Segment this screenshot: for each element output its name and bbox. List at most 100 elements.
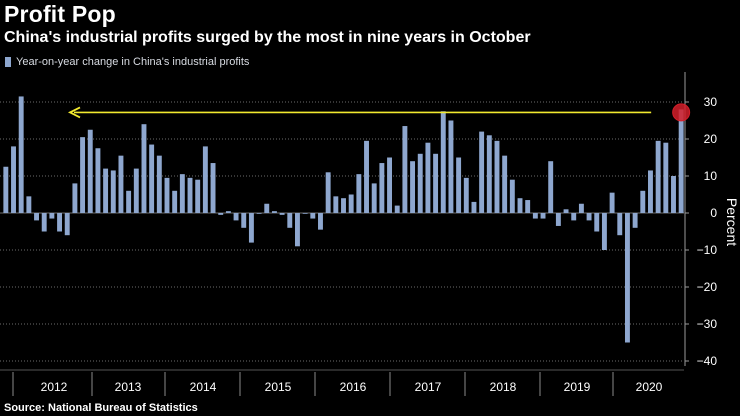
bar [471,201,477,213]
bar [118,155,124,213]
x-tick-label: 2017 [415,380,442,394]
bar [233,213,239,221]
bar [387,157,393,213]
bar [540,213,546,219]
bar [87,129,93,213]
bar [95,148,101,213]
bar [294,213,300,247]
bar [486,135,492,213]
y-tick-label: 20 [704,132,718,146]
bar [103,168,109,213]
bar [318,213,323,230]
bar [548,161,554,213]
bar [179,174,185,213]
bar [502,155,508,213]
bar [648,170,653,213]
bar [241,213,247,228]
y-tick-label: −40 [697,354,718,368]
x-tick-label: 2020 [636,380,663,394]
bar [571,213,577,221]
bar [64,213,70,236]
bar [433,153,439,213]
bar [26,196,32,213]
bar [364,140,369,213]
bar [425,142,431,213]
legend-label: Year-on-year change in China's industria… [16,56,250,68]
bar [287,213,293,228]
bar [49,213,55,219]
bar [18,96,24,213]
y-tick-label: −30 [697,317,718,331]
bar [11,146,16,213]
bar [310,213,316,219]
bar [248,213,254,243]
bar [402,126,408,213]
bar [479,131,485,213]
bar [164,177,170,213]
bar [218,213,224,215]
legend-swatch [5,57,11,67]
bar [594,213,600,232]
bar [379,163,385,213]
bar [448,120,454,213]
bar [494,140,500,213]
bar [187,177,193,213]
bar [72,183,78,213]
bar [302,213,308,214]
bar [601,213,607,250]
bar [517,198,523,213]
bar [410,161,416,213]
bar [440,111,446,213]
chart-legend: Year-on-year change in China's industria… [5,55,249,69]
bar [624,213,630,343]
chart-title: Profit Pop [4,1,116,27]
bar [225,211,231,213]
bar [525,200,531,213]
y-tick-label: 10 [704,169,718,183]
bar [256,213,262,214]
bar [655,140,661,213]
bar [34,213,39,221]
bar [110,170,116,213]
bar [80,137,86,213]
bar [325,172,331,213]
bar [532,213,538,219]
bar [126,190,132,213]
bar [578,203,584,213]
bar [617,213,623,236]
bar [348,194,354,213]
bar [586,213,592,221]
x-tick-label: 2015 [265,380,292,394]
bar [279,213,285,215]
y-axis-title: Percent [724,198,740,246]
bar [463,177,469,213]
x-tick-label: 2014 [190,380,217,394]
bar [41,213,47,232]
bar [640,190,646,213]
highlight-marker [672,103,691,122]
bar [195,179,201,213]
bar [141,124,147,213]
x-tick-label: 2012 [41,380,68,394]
source-note: Source: National Bureau of Statistics [4,402,198,414]
chart-subtitle: China's industrial profits surged by the… [4,29,531,46]
bar [417,153,423,213]
bar [394,205,400,213]
bar [202,146,208,213]
y-tick-label: 30 [704,95,718,109]
bar [663,142,669,213]
bar [456,157,462,213]
bar [555,213,561,226]
bar [609,192,615,213]
bar [509,179,515,213]
arrow-head [67,106,81,119]
bar [149,144,155,213]
bar [156,155,162,213]
bar [57,213,63,232]
y-tick-label: −20 [697,280,718,294]
bar [632,213,638,228]
bar [3,166,9,213]
bar [333,196,339,213]
bar [371,183,377,213]
